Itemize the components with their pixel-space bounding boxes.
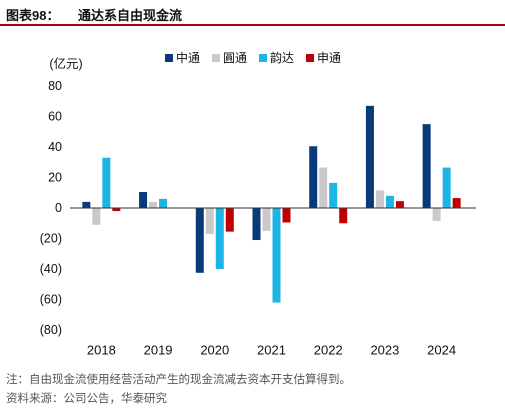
legend-swatch-1 — [165, 54, 173, 62]
figure-header: 图表98： 通达系自由现金流 — [0, 0, 505, 26]
title-divider — [0, 24, 505, 26]
y-tick-label: 20 — [48, 171, 62, 185]
bar-2020-series-4 — [225, 208, 234, 232]
legend-swatch-3 — [259, 54, 267, 62]
footnote: 注：自由现金流使用经营活动产生的现金流减去资本开支估算得到。 — [6, 374, 351, 386]
bar-2024-series-4 — [452, 198, 461, 208]
y-tick-label: (20) — [40, 232, 62, 246]
x-tick-label: 2022 — [314, 343, 343, 358]
bar-2023-series-1 — [365, 105, 374, 208]
legend-swatch-2 — [212, 54, 220, 62]
legend-label-3: 韵达 — [270, 50, 294, 65]
bar-2019-series-1 — [139, 191, 148, 208]
bar-2021-series-1 — [252, 208, 261, 241]
y-tick-label: (80) — [40, 323, 62, 337]
y-tick-label: (40) — [40, 262, 62, 276]
bar-2018-series-1 — [82, 201, 91, 208]
bar-2018-series-4 — [112, 208, 121, 212]
figure-number: 图表98： — [6, 8, 60, 23]
legend-swatch-4 — [306, 54, 314, 62]
x-tick-label: 2023 — [370, 343, 399, 358]
figure-title: 通达系自由现金流 — [78, 8, 183, 23]
x-tick-label: 2019 — [144, 343, 173, 358]
bar-2021-series-2 — [262, 208, 271, 231]
bar-2023-series-4 — [395, 201, 404, 208]
y-tick-label: 60 — [48, 110, 62, 124]
bar-2023-series-3 — [385, 195, 394, 208]
bar-2024-series-3 — [442, 167, 451, 208]
legend-label-4: 申通 — [317, 51, 341, 65]
bar-2019-series-3 — [159, 198, 168, 208]
legend-label-1: 中通 — [176, 50, 200, 65]
y-axis-unit-label: (亿元) — [49, 56, 82, 71]
x-tick-label: 2024 — [427, 343, 456, 358]
legend-label-2: 圓通 — [223, 51, 247, 65]
bar-2018-series-2 — [92, 208, 101, 225]
bar-2022-series-2 — [319, 167, 328, 208]
bar-2020-series-3 — [215, 208, 224, 269]
bar-2021-series-3 — [272, 208, 281, 303]
y-tick-label: 40 — [48, 140, 62, 154]
bar-2023-series-2 — [375, 190, 384, 208]
y-tick-label: 0 — [55, 201, 62, 215]
bar-2022-series-1 — [309, 146, 318, 208]
bar-2022-series-4 — [339, 208, 348, 224]
bar-2020-series-1 — [195, 208, 204, 273]
bar-2019-series-2 — [149, 201, 158, 208]
x-tick-label: 2020 — [200, 343, 229, 358]
x-tick-label: 2018 — [87, 343, 116, 358]
bar-2020-series-2 — [205, 208, 214, 234]
bar-2018-series-3 — [102, 157, 111, 208]
y-tick-label: (60) — [40, 293, 62, 307]
source-note: 资料来源：公司公告，华泰研究 — [6, 393, 167, 405]
bar-2022-series-3 — [329, 182, 338, 208]
y-tick-label: 80 — [48, 79, 62, 93]
x-tick-label: 2021 — [257, 343, 286, 358]
bar-2024-series-2 — [432, 208, 441, 221]
bar-2024-series-1 — [422, 124, 431, 209]
bar-2021-series-4 — [282, 208, 291, 223]
